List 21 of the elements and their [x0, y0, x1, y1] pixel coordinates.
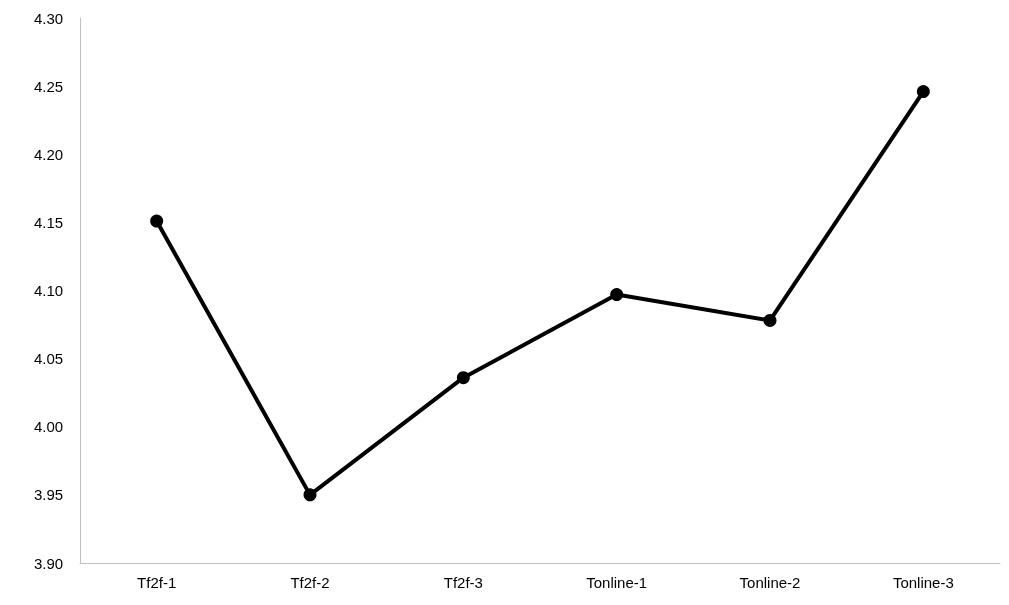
- y-tick-label: 4.30: [34, 9, 64, 27]
- y-tick-label: 4.05: [34, 350, 64, 368]
- y-tick-label: 4.10: [34, 282, 64, 299]
- x-tick-label: Tf2f-3: [443, 574, 483, 591]
- point: [763, 313, 777, 327]
- y-tick-label: 3.90: [34, 554, 64, 572]
- y-tick-label: 4.25: [34, 77, 64, 95]
- y-tick-label: 4.20: [34, 145, 64, 163]
- point: [303, 488, 317, 502]
- y-tick-label: 4.00: [34, 418, 64, 436]
- point: [456, 371, 470, 385]
- x-tick-label: Tf2f-1: [137, 574, 177, 591]
- point: [150, 214, 164, 228]
- x-tick-label: Tf2f-2: [290, 574, 330, 591]
- point: [916, 85, 930, 99]
- x-tick-label: Tonline-2: [739, 574, 801, 591]
- x-tick-label: Tonline-3: [892, 574, 954, 591]
- y-tick-label: 3.95: [34, 486, 64, 504]
- point: [610, 288, 624, 302]
- y-tick-label: 4.15: [34, 213, 64, 231]
- x-tick-label: Tonline-1: [586, 574, 648, 591]
